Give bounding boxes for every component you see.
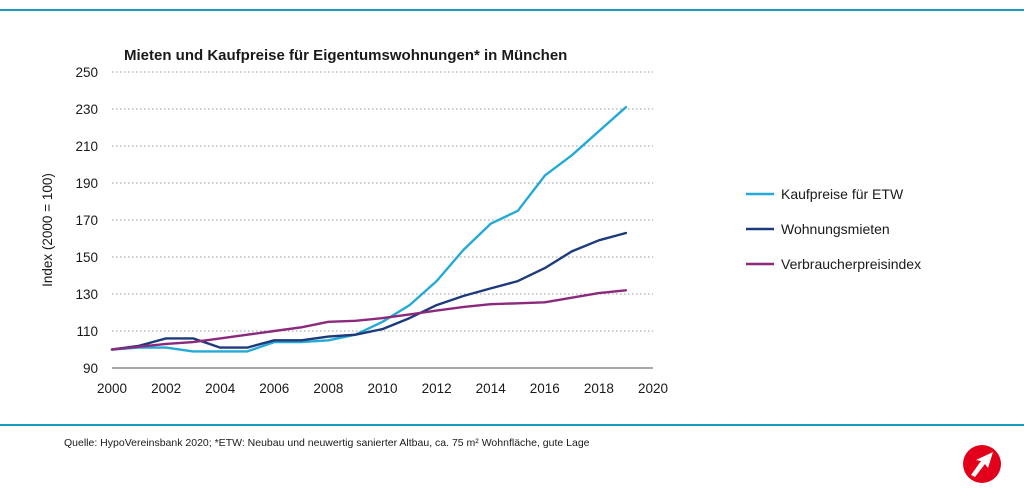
y-tick-label: 210 xyxy=(75,139,98,154)
series-line xyxy=(110,289,628,351)
legend-label: Verbraucherpreisindex xyxy=(781,256,921,272)
y-tick-label: 170 xyxy=(75,213,98,228)
series-lines xyxy=(110,105,628,353)
x-tick-label: 2004 xyxy=(205,381,236,396)
x-tick-label: 2010 xyxy=(367,381,397,396)
legend-label: Kaufpreise für ETW xyxy=(781,186,904,202)
x-axis-ticks: 2000 2002 2004 2006 2008 2010 2012 2014 2016 2018… xyxy=(97,381,668,396)
legend: Kaufpreise für ETW Wohnungsmieten Verbrauc… xyxy=(746,186,921,272)
x-tick-label: 2002 xyxy=(151,381,181,396)
y-tick-label: 110 xyxy=(76,324,98,339)
y-tick-label: 230 xyxy=(75,102,98,117)
chart-title: Mieten und Kaufpreise für Eigentumswohnu… xyxy=(124,47,567,64)
y-axis-label: Index (2000 = 100) xyxy=(40,173,55,287)
bottom-rule xyxy=(0,424,1024,426)
unicredit-logo-icon xyxy=(963,445,1001,483)
x-tick-label: 2006 xyxy=(259,381,289,396)
x-tick-label: 2012 xyxy=(422,381,452,396)
gridlines xyxy=(112,71,653,369)
y-tick-label: 190 xyxy=(75,176,98,191)
legend-label: Wohnungsmieten xyxy=(781,221,890,237)
series-line xyxy=(110,231,628,351)
line-chart: Mieten und Kaufpreise für Eigentumswohnu… xyxy=(40,47,921,396)
source-footnote: Quelle: HypoVereinsbank 2020; *ETW: Neub… xyxy=(64,437,590,449)
x-tick-label: 2014 xyxy=(476,381,507,396)
x-tick-label: 2016 xyxy=(530,381,560,396)
x-tick-label: 2020 xyxy=(638,381,668,396)
x-tick-label: 2018 xyxy=(584,381,614,396)
x-tick-label: 2008 xyxy=(313,381,343,396)
y-tick-label: 90 xyxy=(83,361,98,376)
y-axis-ticks: 90 110 130 150 170 190 210 230 250 xyxy=(75,65,98,376)
y-tick-label: 150 xyxy=(75,250,98,265)
y-tick-label: 250 xyxy=(75,65,98,80)
top-rule xyxy=(0,9,1024,11)
y-tick-label: 130 xyxy=(75,287,98,302)
series-line xyxy=(110,105,628,353)
x-tick-label: 2000 xyxy=(97,381,127,396)
